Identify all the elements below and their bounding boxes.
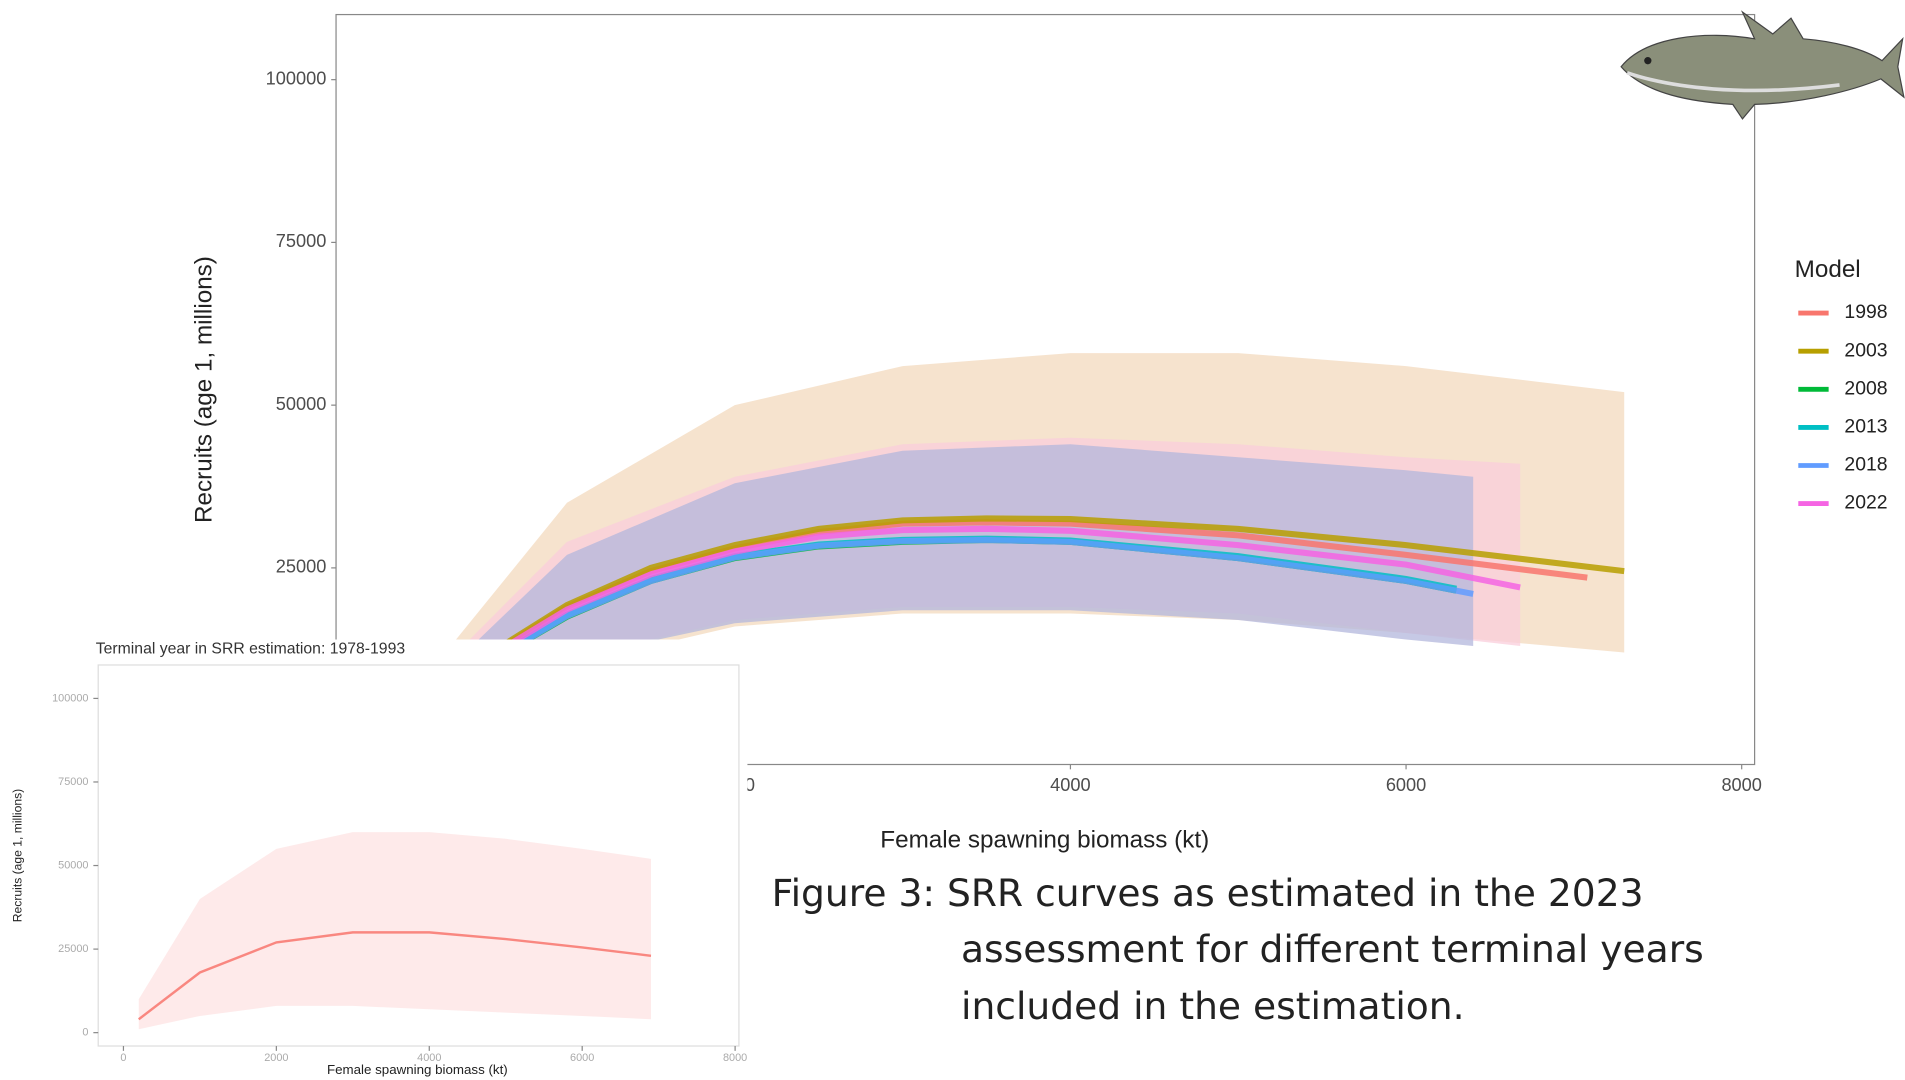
fish-eye	[1644, 57, 1652, 65]
x-tick-label: 0	[120, 1052, 126, 1064]
caption-line: included in the estimation.	[961, 984, 1465, 1028]
x-tick-label: 4000	[1050, 775, 1090, 795]
chart-title: Terminal year in SRR estimation: 1978-19…	[96, 640, 406, 657]
fish-body	[1620, 10, 1905, 120]
caption-line: assessment for different terminal years	[961, 927, 1704, 971]
legend-label: 1998	[1844, 301, 1887, 323]
x-tick-label: 4000	[417, 1052, 441, 1064]
y-tick-label: 100000	[266, 68, 327, 88]
y-axis-label: Recruits (age 1, millions)	[190, 256, 217, 523]
y-tick-label: 75000	[276, 231, 327, 251]
y-tick-label: 0	[82, 1027, 88, 1039]
plot-border	[335, 13, 1756, 766]
y-tick-label: 50000	[58, 859, 88, 871]
y-tick-label: 75000	[58, 776, 88, 788]
x-tick-label: 8000	[723, 1052, 747, 1064]
chart: Terminal year in SRR estimation: 1978-19…	[1, 639, 748, 1080]
fish-belly	[1626, 71, 1840, 93]
y-tick-label: 100000	[52, 692, 88, 704]
x-tick-label: 6000	[570, 1052, 594, 1064]
legend-label: 2003	[1844, 339, 1887, 361]
confidence-band	[424, 444, 1474, 712]
y-tick-label: 50000	[276, 394, 327, 414]
x-axis-label: Female spawning biomass (kt)	[327, 1062, 508, 1077]
y-tick-label: 25000	[58, 943, 88, 955]
y-axis-label: Recruits (age 1, millions)	[10, 789, 24, 922]
chart: 020004000600080000250005000075000100000F…	[190, 13, 1888, 853]
fish-illustration	[1620, 10, 1905, 120]
legend-title: Model	[1795, 256, 1861, 283]
x-tick-label: 8000	[1721, 775, 1761, 795]
caption-line: Figure 3: SRR curves as estimated in the…	[772, 871, 1644, 915]
legend-label: 2018	[1844, 454, 1887, 476]
srr-curve	[422, 536, 1474, 706]
y-tick-label: 25000	[276, 557, 327, 577]
legend-label: 2022	[1844, 492, 1887, 514]
legend-label: 2013	[1844, 416, 1887, 438]
srr-curve	[422, 515, 1625, 704]
srr-curve	[422, 525, 1521, 705]
confidence-band	[138, 832, 652, 1030]
srr-curve	[137, 931, 652, 1021]
x-tick-label: 2000	[264, 1052, 288, 1064]
plot-border	[97, 664, 740, 1047]
legend-label: 2008	[1844, 377, 1887, 399]
x-tick-label: 6000	[1386, 775, 1426, 795]
x-axis-label: Female spawning biomass (kt)	[880, 826, 1209, 853]
